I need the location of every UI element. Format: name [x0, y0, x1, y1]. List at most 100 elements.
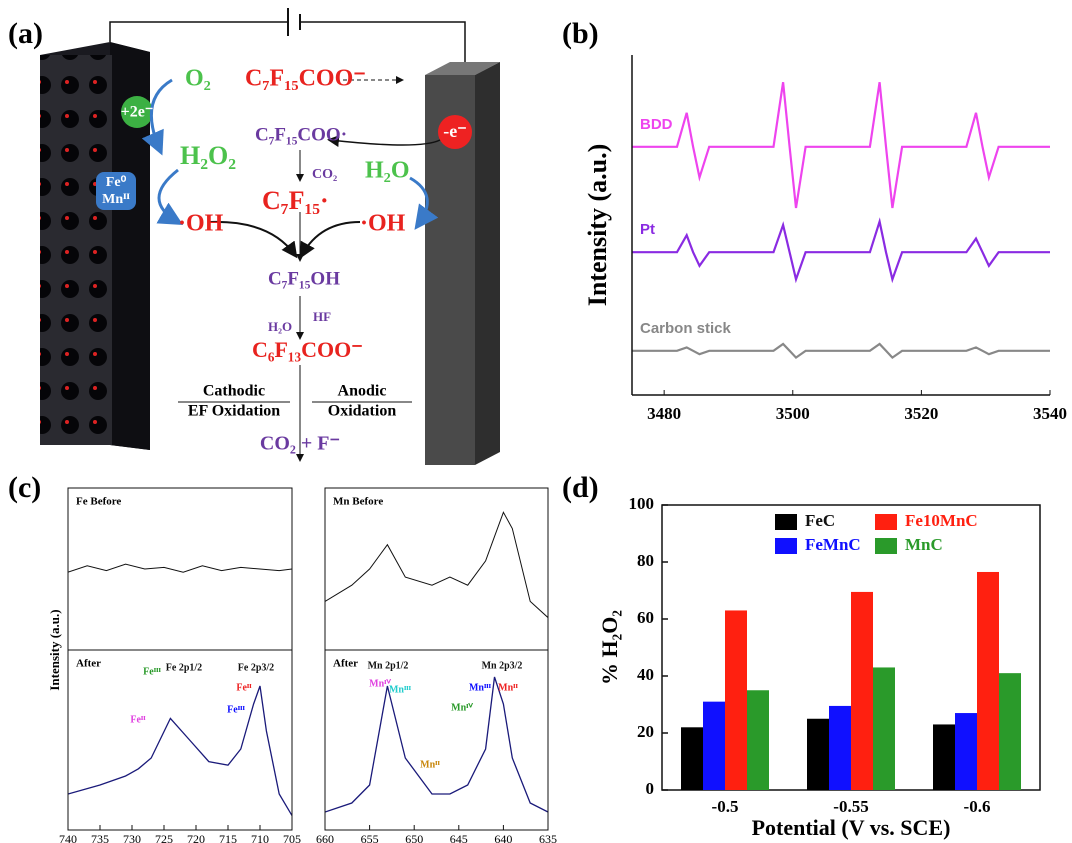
wire [109, 21, 288, 42]
x-tick-label: 640 [494, 832, 512, 843]
x-tick-label: 725 [155, 832, 173, 843]
label: EF Oxidation [188, 403, 280, 420]
electron-badge [438, 115, 472, 149]
y-tick-label: 100 [629, 494, 655, 513]
subplot-title: After [333, 658, 358, 670]
data-line [632, 217, 1050, 284]
legend-label: FeC [805, 511, 835, 530]
label: O₂ [185, 66, 211, 92]
x-tick-label: 720 [187, 832, 205, 843]
label: Cathodic [203, 383, 265, 400]
legend-swatch [875, 514, 897, 530]
legend-label: MnC [905, 535, 943, 554]
arrow [156, 168, 184, 226]
bar [829, 705, 851, 790]
electron-badge [121, 96, 153, 128]
bar [977, 571, 999, 790]
legend-label: Fe10MnC [905, 511, 978, 530]
diagram: O₂ +2e⁻ H₂O₂ Fe⁰ Mnᴵᴵ ·OH C₇F₁₅COO⁻ C₇F₁… [40, 8, 500, 465]
data-line [68, 685, 292, 816]
data-line [325, 676, 548, 813]
annotation: Feᴵᴵᴵ [143, 666, 161, 677]
legend-swatch [875, 538, 897, 554]
label: +2e⁻ [121, 104, 154, 121]
x-tick-label: 3540 [1033, 404, 1067, 423]
series-label: Pt [640, 221, 655, 238]
x-tick-label: 3480 [647, 404, 681, 423]
bar [703, 701, 725, 790]
bar [933, 724, 955, 790]
x-tick-label: 710 [251, 832, 269, 843]
bar [999, 673, 1021, 790]
x-tick-label: 735 [91, 832, 109, 843]
y-axis-label: Intensity (a.u.) [47, 609, 62, 690]
subplot-title: Fe Before [76, 496, 121, 508]
subplot-title: Mn Before [333, 496, 383, 508]
annotation: Mn 2p3/2 [482, 660, 523, 671]
annotation: Feᴵᴵ [236, 682, 252, 693]
arrow [141, 78, 173, 156]
annotation: Mnᴵᴵᴵ [389, 684, 412, 695]
annotation: Feᴵᴵᴵ [227, 704, 245, 715]
y-tick-label: 80 [637, 551, 654, 570]
annotation: Mnᴵᴵᴵ [469, 682, 492, 693]
panel-label: (b) [562, 17, 599, 50]
x-tick-label: 660 [316, 832, 334, 843]
label: ·OH [178, 211, 224, 237]
label: C₇F₁₅COO· [255, 124, 347, 145]
x-axis-label: Potential (V vs. SCE) [752, 815, 951, 840]
label: H₂O [268, 319, 292, 334]
cathode-side [110, 42, 150, 450]
panel-label: (a) [8, 17, 43, 50]
x-tick-label: 740 [59, 832, 77, 843]
label: H₂O₂ [180, 141, 236, 170]
y-axis-label: Intensity (a.u.) [583, 144, 612, 307]
annotation: Feᴵᴵ [130, 714, 146, 725]
bar [955, 713, 977, 790]
legend-swatch [775, 538, 797, 554]
data-line [632, 342, 1050, 360]
subplot-title: After [76, 658, 101, 670]
data-line [632, 82, 1050, 209]
label: Oxidation [328, 403, 397, 420]
arrow [209, 220, 298, 259]
x-tick-label: 635 [539, 832, 557, 843]
label: C₇F₁₅· [262, 186, 329, 215]
legend-swatch [775, 514, 797, 530]
series-label: Carbon stick [640, 320, 732, 337]
x-tick-label: 715 [219, 832, 237, 843]
y-tick-label: 60 [637, 608, 654, 627]
bar [681, 727, 703, 790]
annotation: Mnᴵⱽ [369, 678, 391, 689]
annotation: Fe 2p3/2 [238, 662, 274, 673]
plot-frame [67, 649, 293, 831]
annotation: Mnᴵⱽ [451, 702, 473, 713]
label: Anodic [338, 383, 387, 400]
cathode [40, 55, 112, 445]
label: HF [313, 309, 331, 324]
x-tick-label: 655 [361, 832, 379, 843]
bar [807, 718, 829, 790]
label: C₇F₁₅OH [268, 268, 340, 289]
label: C₇F₁₅COO⁻ [245, 66, 366, 92]
y-tick-label: 0 [646, 779, 655, 798]
x-tick-label: -0.55 [833, 797, 868, 816]
x-tick-label: 645 [450, 832, 468, 843]
data-line [68, 563, 292, 573]
arrow [327, 135, 441, 147]
plot-frame [324, 649, 549, 831]
x-tick-label: -0.6 [964, 797, 991, 816]
bar [747, 690, 769, 790]
y-tick-label: 40 [637, 665, 654, 684]
anode-side [475, 62, 500, 465]
label: ·OH [360, 211, 406, 237]
y-axis-label: % H₂O₂ [597, 610, 622, 685]
label: H₂O [365, 158, 410, 184]
annotation: Fe 2p1/2 [166, 662, 202, 673]
x-tick-label: 705 [283, 832, 301, 843]
series-label: BDD [640, 116, 673, 133]
y-tick-label: 20 [637, 722, 654, 741]
bar [851, 591, 873, 790]
label: CO₂ + F⁻ [260, 433, 340, 455]
data-line [325, 511, 548, 618]
